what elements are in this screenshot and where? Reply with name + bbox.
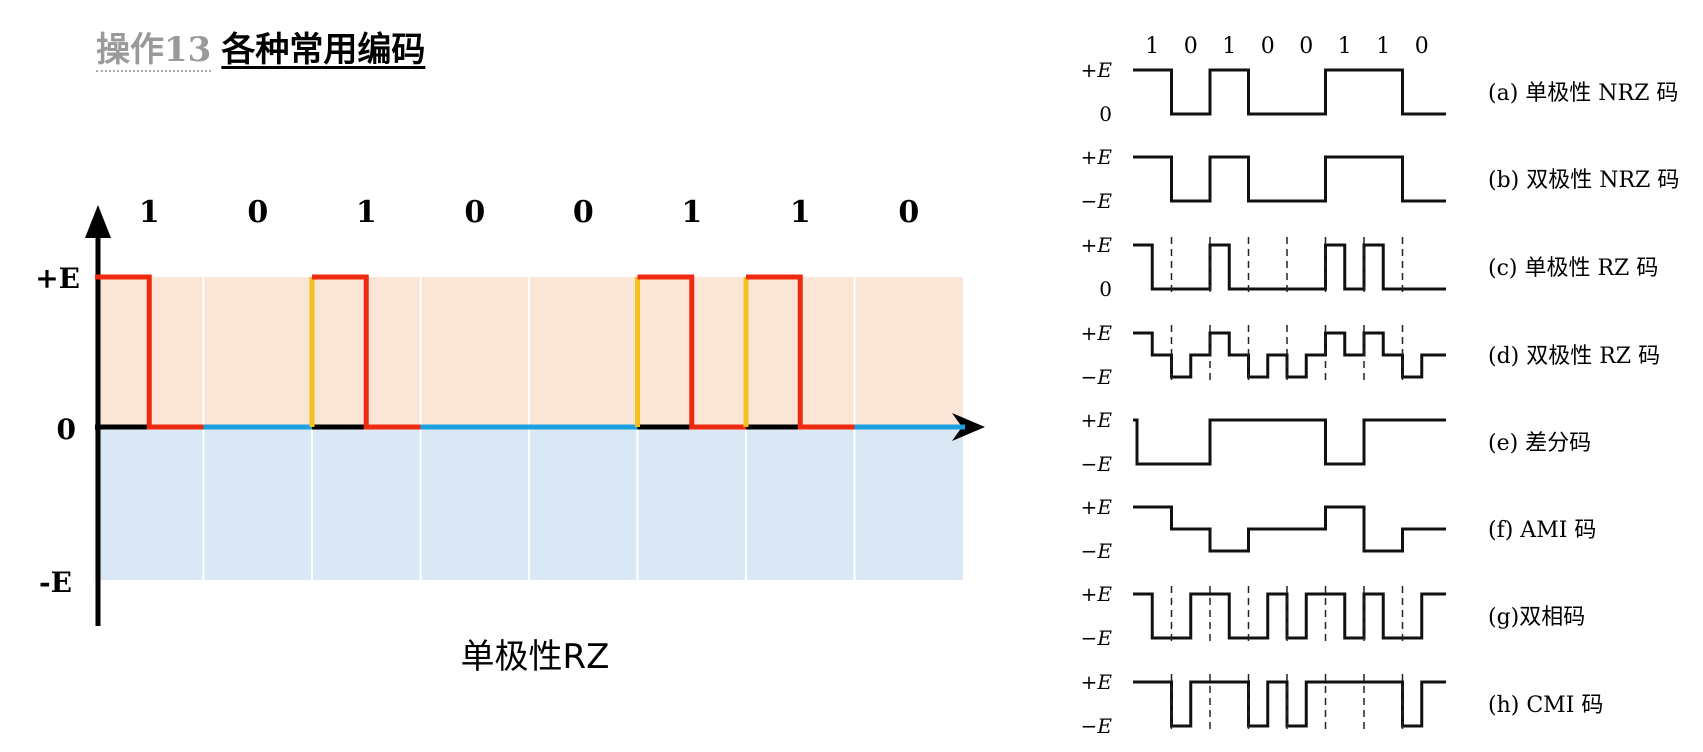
reference-level-low: −E	[1081, 626, 1113, 650]
x-axis-arrow	[952, 413, 985, 441]
bit-label: 1	[681, 195, 702, 230]
reference-code-label: (c) 单极性 RZ 码	[1488, 256, 1658, 281]
page-title: 操作13 各种常用编码	[96, 22, 426, 72]
reference-level-low: −E	[1081, 189, 1113, 213]
reference-bit-label: 0	[1261, 34, 1275, 59]
reference-bit-label: 1	[1222, 34, 1236, 59]
reference-code-label: (f) AMI 码	[1488, 518, 1596, 543]
reference-level-low: −E	[1081, 365, 1113, 389]
page-heading: 各种常用编码	[221, 30, 426, 70]
reference-level-high: +E	[1081, 670, 1113, 694]
reference-level-high: +E	[1081, 58, 1113, 82]
reference-bit-label: 1	[1145, 34, 1159, 59]
reference-code-label: (e) 差分码	[1488, 431, 1591, 456]
reference-level-high: +E	[1081, 582, 1113, 606]
reference-code-label: (g)双相码	[1488, 605, 1585, 630]
y-axis-arrow	[85, 205, 111, 238]
reference-code-label: (a) 单极性 NRZ 码	[1488, 81, 1678, 106]
bit-label: 1	[790, 195, 811, 230]
reference-bit-label: 1	[1376, 34, 1390, 59]
reference-waveform	[1133, 680, 1446, 728]
reference-waveform	[1133, 155, 1446, 203]
reference-level-high: +E	[1081, 495, 1113, 519]
rz-pulse	[312, 274, 421, 430]
reference-level-high: +E	[1081, 145, 1113, 169]
reference-waveform	[1133, 243, 1446, 291]
reference-level-low: −E	[1081, 714, 1113, 738]
reference-waveform	[1133, 68, 1446, 116]
level-label-zero: 0	[57, 413, 76, 446]
operation-number: 操作13	[96, 30, 212, 72]
reference-level-high: +E	[1081, 233, 1113, 257]
chart-caption: 单极性RZ	[461, 637, 610, 677]
bit-label: 1	[139, 195, 160, 230]
rz-pulse	[95, 274, 204, 430]
reference-code-label: (d) 双极性 RZ 码	[1488, 344, 1660, 369]
reference-bit-label: 0	[1184, 34, 1198, 59]
reference-waveform	[1133, 592, 1446, 640]
reference-level-high: +E	[1081, 408, 1113, 432]
reference-waveform	[1133, 505, 1446, 553]
reference-waveform	[1133, 331, 1446, 379]
rz-pulse	[746, 274, 855, 430]
reference-level-high: +E	[1081, 321, 1113, 345]
reference-level-low: −E	[1081, 539, 1113, 563]
reference-bit-label: 0	[1415, 34, 1429, 59]
bit-label: 0	[898, 195, 919, 230]
bit-label: 0	[247, 195, 268, 230]
bit-label: 0	[573, 195, 594, 230]
level-label-low: -E	[39, 566, 72, 599]
bit-label: 1	[356, 195, 377, 230]
reference-level-low: 0	[1099, 102, 1112, 126]
level-label-high: +E	[35, 262, 80, 295]
reference-code-label: (h) CMI 码	[1488, 693, 1603, 718]
unipolar-rz-diagram: +E 0 -E 1 0 1 0 0 1 1 0 单极性RZ	[35, 195, 985, 677]
reference-bit-label: 0	[1299, 34, 1313, 59]
reference-waveform	[1133, 418, 1446, 466]
reference-bit-label: 1	[1338, 34, 1352, 59]
reference-level-low: 0	[1099, 277, 1112, 301]
rz-pulse	[637, 274, 746, 430]
reference-code-label: (b) 双极性 NRZ 码	[1488, 168, 1679, 193]
bit-label: 0	[464, 195, 485, 230]
reference-level-low: −E	[1081, 452, 1113, 476]
